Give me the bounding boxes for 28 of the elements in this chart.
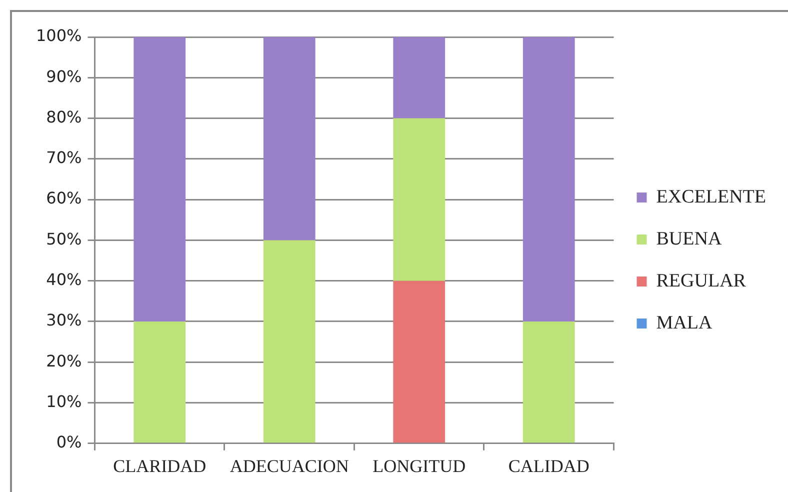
y-tick-label: 10%: [46, 392, 82, 411]
x-tick-label: LONGITUD: [372, 456, 466, 476]
bar: [522, 321, 575, 443]
x-tick-label: CALIDAD: [508, 456, 590, 476]
bar: [522, 37, 575, 322]
y-tick-label: 100%: [36, 26, 82, 46]
y-tick-label: 80%: [46, 107, 82, 126]
bar: [263, 37, 316, 240]
bar: [134, 321, 186, 443]
bar: [393, 118, 446, 281]
bar: [263, 240, 316, 443]
y-tick-label: 0%: [56, 432, 82, 452]
y-tick-label: 30%: [46, 310, 82, 330]
x-tick-label: ADECUACION: [230, 456, 349, 476]
legend-label: EXCELENTE: [656, 186, 766, 208]
bar: [393, 37, 446, 118]
legend-label: BUENA: [656, 228, 722, 250]
x-tick-label: CLARIDAD: [113, 456, 206, 476]
bar: [134, 37, 186, 322]
legend-label: REGULAR: [656, 270, 746, 292]
bar: [393, 280, 446, 443]
y-tick-label: 90%: [46, 66, 82, 86]
y-tick-label: 50%: [46, 229, 82, 248]
y-tick-label: 20%: [46, 351, 82, 370]
y-tick-label: 60%: [46, 188, 82, 208]
legend-label: MALA: [656, 312, 712, 334]
y-tick-label: 70%: [46, 148, 82, 168]
y-tick-label: 40%: [46, 270, 82, 289]
